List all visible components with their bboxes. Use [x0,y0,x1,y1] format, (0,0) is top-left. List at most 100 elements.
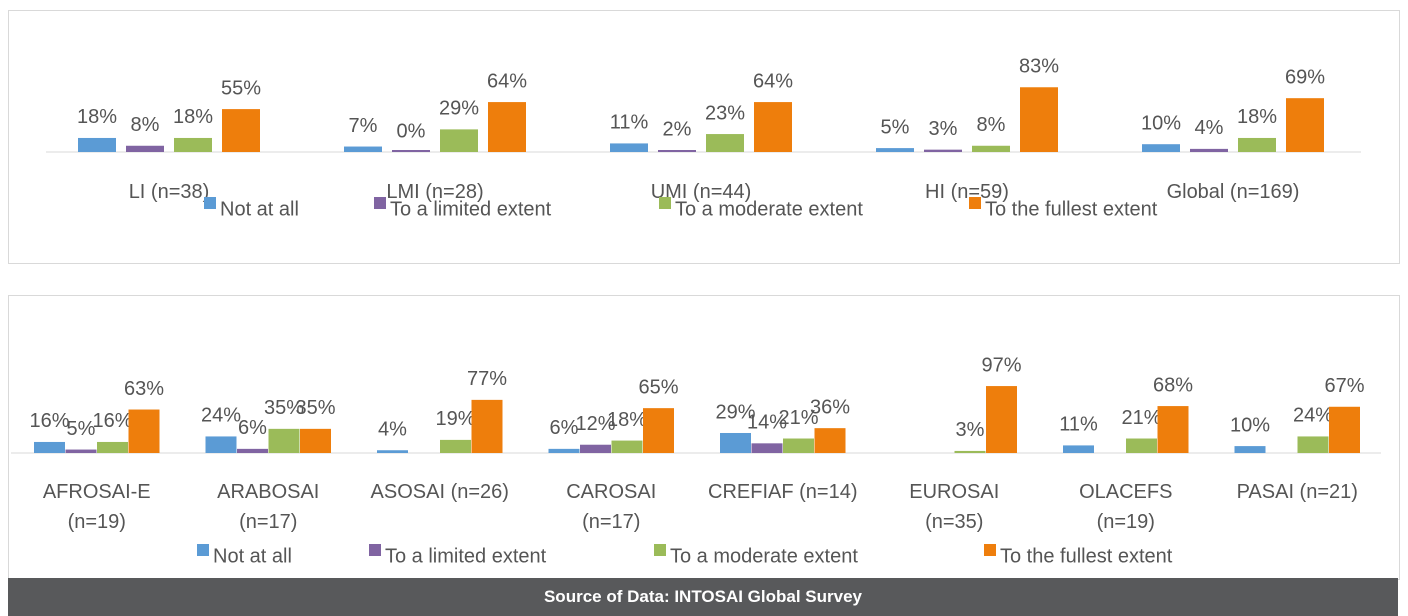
data-label: 68% [1153,374,1193,396]
data-label: 35% [295,397,335,419]
bar [1238,137,1276,152]
data-label: 6% [550,417,579,439]
x-tick-label: CREFIAF (n=14) [708,481,857,503]
data-label: 77% [467,368,507,390]
x-tick-label: PASAI (n=21) [1237,481,1358,503]
source-note: Source of Data: INTOSAI Global Survey [8,578,1398,616]
data-label: 18% [77,106,117,128]
legend-label: To a limited extent [390,198,552,220]
data-label: 18% [1237,106,1277,128]
data-label: 36% [810,396,850,418]
data-label: 64% [487,70,527,92]
chart: 16%5%16%63%AFROSAI-E (n=19)24%6%35%35%ARA… [11,354,1381,567]
bar [643,408,674,453]
x-tick-label: OLACEFS (n=19) [1079,481,1172,533]
legend-swatch [659,197,671,209]
bar [754,102,792,152]
bar [268,428,300,453]
bar [97,441,128,453]
data-label: 5% [67,418,96,440]
data-label: 64% [753,70,793,92]
bar [611,440,643,453]
bar [876,148,914,152]
data-label: 18% [173,106,213,128]
data-label: 18% [607,409,647,431]
chart-panel: 16% 5% 16% 63% AFROSAI-E (n=19) 24% 6% 35% 35% ARA… [8,295,1400,580]
bar [128,409,160,453]
data-label: 24% [201,405,241,427]
data-label: 12% [575,413,615,435]
data-label: 97% [981,354,1021,376]
data-label: 63% [124,378,164,400]
bar [222,109,260,152]
bar [580,444,611,453]
x-tick-label: HI (n=59) [925,181,1009,203]
data-label: 16% [92,410,132,432]
data-label: 19% [435,408,475,430]
legend-label: To the fullest extent [1000,545,1173,567]
bar [972,145,1010,152]
data-label: 83% [1019,56,1059,78]
data-label: 3% [956,419,985,441]
data-label: 8% [131,114,160,136]
x-tick-label: AFROSAI-E (n=19) [43,481,151,533]
data-label: 6% [238,417,267,439]
data-label: 16% [29,410,69,432]
data-label: 10% [1141,112,1181,134]
bar [1142,144,1180,152]
bar [814,428,846,453]
legend-swatch [969,197,981,209]
bar [126,145,164,152]
data-label: 4% [1195,117,1224,139]
data-label: 14% [747,412,787,434]
chart: 18% 8% 18% 55% LI (n=38) 7% 0% 29% 64% LMI (n=28)… [46,56,1361,220]
bar [986,386,1017,453]
data-label: 2% [663,119,692,141]
legend-label: To a moderate extent [670,545,858,567]
data-label: 0% [397,120,426,142]
bar [392,150,430,152]
bar [1234,446,1266,453]
bar [954,450,986,453]
data-label: 23% [705,102,745,124]
bar [1020,87,1058,152]
data-label: 10% [1230,414,1270,436]
data-label: 5% [881,116,910,138]
legend-label: To a moderate extent [675,198,863,220]
bar [471,399,503,453]
data-label: 11% [1059,414,1098,436]
data-label: 11% [610,112,649,134]
bar [205,436,237,453]
legend-label: Not at all [213,545,292,567]
x-tick-label: ARABOSAI (n=17) [217,481,319,533]
legend-label: To a limited extent [385,545,547,567]
bar [1190,148,1228,152]
legend-swatch [374,197,386,209]
bar [344,146,382,152]
bar [1286,98,1324,152]
bar [34,441,65,453]
data-label: 65% [638,376,678,398]
bar [488,102,526,152]
legend-swatch [369,544,381,556]
data-label: 3% [929,118,958,140]
legend-swatch [197,544,209,556]
legend-swatch [204,197,216,209]
data-label: 8% [977,114,1006,136]
bar [78,137,116,152]
bar [610,143,648,152]
bar [440,439,471,453]
bar [1329,406,1360,453]
bar [237,448,268,453]
data-label: 4% [378,419,407,441]
bar [548,448,580,453]
bar [720,432,751,453]
bar [440,129,478,152]
x-tick-label: ASOSAI (n=26) [371,481,509,503]
bar [1063,445,1094,453]
bar [1126,438,1157,453]
chart-panel: 18% 8% 18% 55% LI (n=38) 7% 0% 29% 64% LMI (n=28)… [8,10,1400,264]
data-label: 69% [1285,66,1325,88]
bar [706,134,744,152]
